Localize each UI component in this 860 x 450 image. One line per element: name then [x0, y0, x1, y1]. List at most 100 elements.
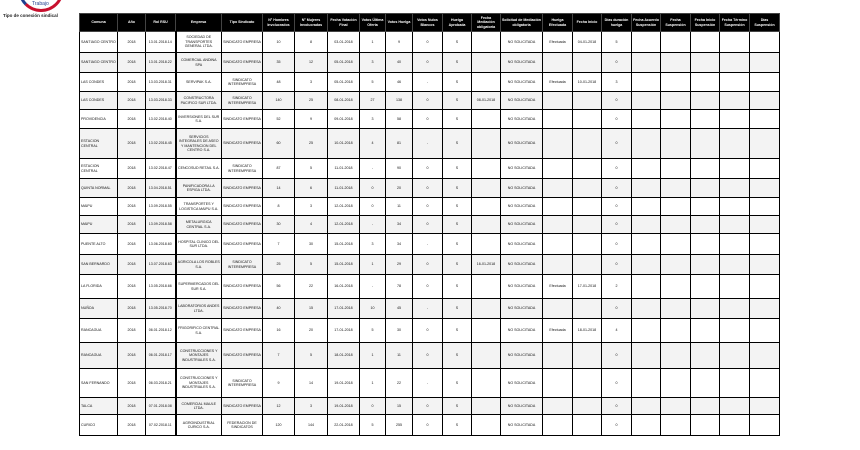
table-cell: [719, 158, 750, 179]
table-cell: [471, 109, 501, 129]
table-cell: 12-01-2018: [327, 215, 360, 234]
table-cell: [542, 397, 573, 415]
table-cell: 2018: [117, 109, 146, 129]
table-row: PUENTE ALTO 2018 13.06.2018.60 HOSPITAL CLI…: [79, 233, 780, 255]
table-cell: 11: [385, 197, 413, 216]
table-cell: [631, 52, 661, 73]
column-header: Votos Última Oferta: [359, 13, 386, 32]
table-cell: 0: [412, 178, 443, 198]
table-cell: [542, 298, 573, 319]
table-cell: CENCOSUD RETAIL S.A.: [174, 158, 222, 179]
table-cell: [471, 158, 501, 179]
table-cell: 10-01-2018: [572, 72, 602, 92]
table-row: MAIPU 2018 13.09.2018.55 TRANSPORTES Y LOGI…: [79, 197, 780, 216]
table-cell: -: [412, 368, 443, 398]
table-cell: [572, 128, 602, 159]
table-cell: [572, 368, 602, 398]
table-cell: [631, 254, 661, 275]
table-cell: [660, 254, 691, 275]
table-row: LA FLORIDA 2018 13.05.2018.66 SUPERMERCADOS…: [79, 274, 780, 299]
table-cell: 0: [601, 52, 632, 73]
column-header: N° Mujeres Involucradas: [294, 13, 328, 32]
table-cell: [749, 158, 780, 179]
table-cell: 0: [412, 31, 443, 53]
table-cell: 8: [262, 197, 295, 216]
table-cell: [690, 91, 720, 110]
table-cell: NO SOLICITADA: [500, 215, 543, 234]
table-cell: NO SOLICITADA: [500, 414, 543, 436]
table-cell: S: [442, 72, 472, 92]
table-cell: 0: [412, 215, 443, 234]
table-cell: [542, 158, 573, 179]
table-cell: 255: [385, 414, 413, 436]
table-cell: [471, 52, 501, 73]
table-cell: SANTIAGO CENTRO: [79, 52, 118, 73]
table-cell: 4: [359, 128, 386, 159]
table-cell: S: [442, 109, 472, 129]
table-cell: 17-01-2018: [572, 274, 602, 299]
table-cell: 0: [359, 178, 386, 198]
table-cell: RANCAGUA: [79, 318, 118, 343]
table-cell: 5: [294, 254, 328, 275]
table-cell: 46: [385, 72, 413, 92]
table-cell: 0: [412, 158, 443, 179]
table-cell: -: [412, 128, 443, 159]
table-cell: 07.02.2018.11: [145, 414, 176, 436]
table-cell: RANCAGUA: [79, 342, 118, 369]
table-cell: SERVICIOS INTEGRALES DE ASEO Y MANTENCIO…: [174, 128, 222, 159]
table-cell: S: [442, 128, 472, 159]
table-cell: SAN BERNARDO: [79, 254, 118, 275]
table-cell: [660, 318, 691, 343]
table-cell: 81: [385, 128, 413, 159]
table-cell: NO SOLICITADA: [500, 31, 543, 53]
table-cell: SINDICATO EMPRESA: [221, 397, 263, 415]
table-cell: S: [442, 52, 472, 73]
table-cell: [631, 397, 661, 415]
table-cell: 140: [262, 91, 295, 110]
table-cell: 0: [601, 342, 632, 369]
table-cell: [660, 197, 691, 216]
table-cell: 13.09.2018.58: [145, 215, 176, 234]
table-cell: [690, 368, 720, 398]
table-cell: 40: [262, 298, 295, 319]
table-cell: 35: [262, 52, 295, 73]
column-header: Comuna: [79, 13, 118, 32]
table-cell: [631, 91, 661, 110]
table-cell: 2018: [117, 342, 146, 369]
table-cell: 18-01-2018: [327, 342, 360, 369]
table-cell: 5: [359, 318, 386, 343]
table-cell: -: [359, 274, 386, 299]
table-cell: [660, 274, 691, 299]
table-cell: [719, 178, 750, 198]
table-row: PROVIDENCIA 2018 13.02.2018.40 INVERSIONES …: [79, 109, 780, 129]
table-cell: 0: [412, 91, 443, 110]
table-cell: 20: [385, 178, 413, 198]
table-cell: 0: [601, 109, 632, 129]
table-cell: [572, 254, 602, 275]
table-cell: [660, 414, 691, 436]
table-cell: [719, 318, 750, 343]
table-cell: 5: [294, 342, 328, 369]
table-cell: [631, 342, 661, 369]
table-cell: INVERSIONES DEL SUR S.A.: [174, 109, 222, 129]
table-cell: SINDICATO INTEREMPRESA: [221, 158, 263, 179]
table-cell: 120: [262, 414, 295, 436]
table-cell: [631, 298, 661, 319]
table-cell: 0: [601, 178, 632, 198]
table-cell: [660, 72, 691, 92]
table-cell: 40: [385, 52, 413, 73]
table-cell: 05-01-2018: [327, 72, 360, 92]
table-cell: 27: [359, 91, 386, 110]
table-cell: [719, 414, 750, 436]
table-cell: [572, 178, 602, 198]
table-cell: 9: [294, 109, 328, 129]
table-cell: [660, 91, 691, 110]
table-cell: 06.03.2018.21: [145, 368, 176, 398]
table-cell: 18-01-2018: [572, 318, 602, 343]
table-cell: 13.05.2018.66: [145, 274, 176, 299]
table-caption: Tipo de conexión sindical: [3, 13, 58, 18]
table-cell: [572, 215, 602, 234]
table-cell: PROVIDENCIA: [79, 109, 118, 129]
table-cell: 2018: [117, 414, 146, 436]
table-cell: S: [442, 215, 472, 234]
